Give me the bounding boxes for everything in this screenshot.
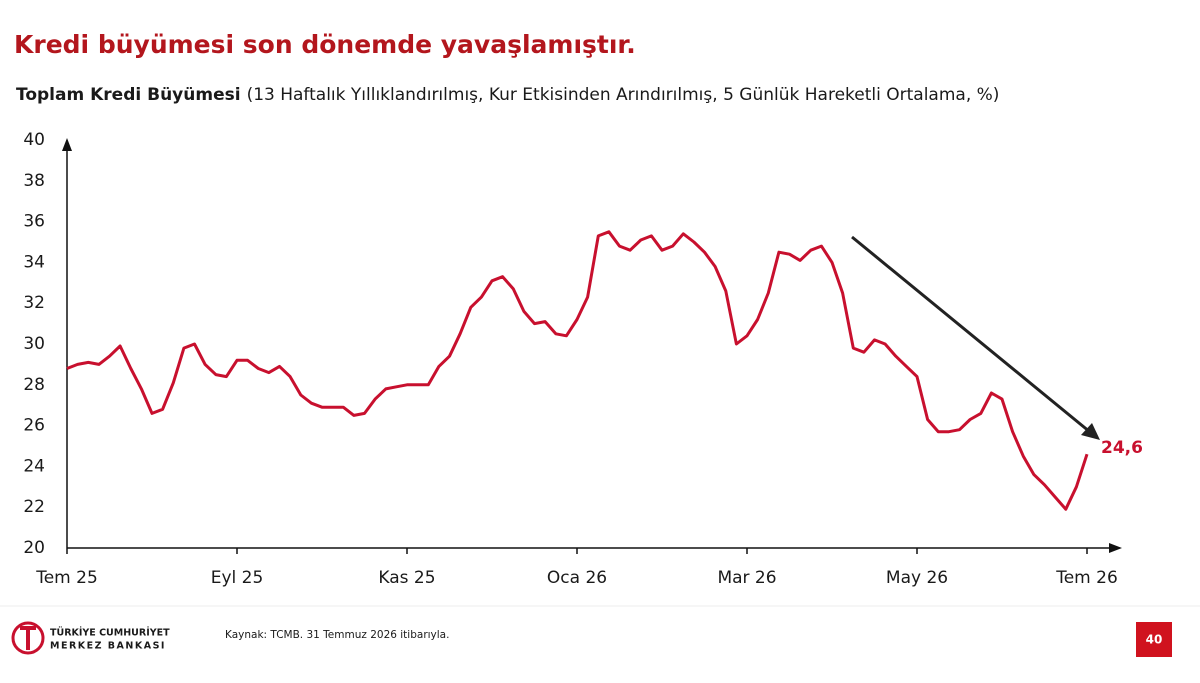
y-tick-label: 40 (23, 130, 45, 150)
x-tick-label: Mar 26 (717, 568, 776, 588)
page-number: 40 (1146, 633, 1163, 647)
y-axis-arrow (62, 138, 72, 151)
x-tick-label: Eyl 25 (211, 568, 264, 588)
x-tick-label: Tem 26 (1055, 568, 1118, 588)
y-tick-label: 28 (23, 375, 45, 395)
value-label: 24,6 (1101, 438, 1143, 458)
y-tick-label: 20 (23, 538, 45, 558)
y-tick-label: 26 (23, 416, 45, 436)
y-tick-label: 22 (23, 497, 45, 517)
logo-stem (26, 626, 30, 650)
page-number-box (1136, 622, 1172, 657)
x-tick-label: Oca 26 (547, 568, 607, 588)
logo-mark (11, 621, 45, 655)
chart-subtitle: Toplam Kredi Büyümesi (13 Haftalık Yıllık… (16, 85, 999, 105)
y-tick-label: 36 (23, 212, 45, 232)
trend-arrow-head (1081, 423, 1100, 440)
logo-ring (11, 621, 45, 655)
logo-line: MERKEZ BANKASI (50, 641, 166, 652)
x-axis-arrow (1109, 543, 1122, 553)
series-line (66, 230, 1089, 511)
subtitle-rest: (13 Haftalık Yıllıklandırılmış, Kur Etki… (247, 85, 1000, 105)
logo-line: TÜRKİYE CUMHURİYET (50, 628, 170, 639)
subtitle-bold: Toplam Kredi Büyümesi (16, 85, 241, 105)
y-tick-label: 34 (23, 252, 45, 272)
y-tick-label: 32 (23, 293, 45, 313)
trend-arrow (851, 235, 1091, 434)
source-note: Kaynak: TCMB. 31 Temmuz 2026 itibarıyla. (225, 629, 449, 641)
x-tick-label: Kas 25 (378, 568, 435, 588)
y-tick-label: 30 (23, 334, 45, 354)
y-tick-label: 38 (23, 171, 45, 191)
slide-title: Kredi büyümesi son dönemde yavaşlamıştır… (14, 30, 636, 59)
x-tick-label: May 26 (886, 568, 948, 588)
y-tick-label: 24 (23, 456, 45, 476)
x-tick-label: Tem 25 (35, 568, 98, 588)
